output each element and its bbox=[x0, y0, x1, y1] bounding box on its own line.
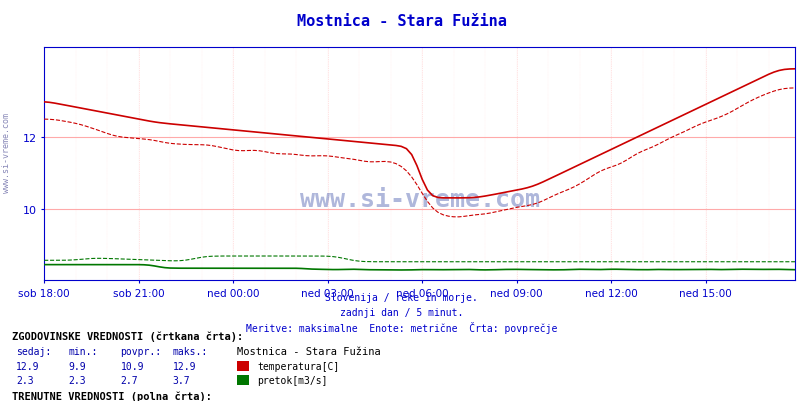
Text: sedaj:: sedaj: bbox=[16, 346, 51, 356]
Text: ZGODOVINSKE VREDNOSTI (črtkana črta):: ZGODOVINSKE VREDNOSTI (črtkana črta): bbox=[12, 330, 243, 341]
Text: 12.9: 12.9 bbox=[16, 361, 39, 371]
Text: Mostnica - Stara Fužina: Mostnica - Stara Fužina bbox=[237, 346, 380, 356]
Text: Mostnica - Stara Fužina: Mostnica - Stara Fužina bbox=[296, 14, 506, 29]
Text: www.si-vreme.com: www.si-vreme.com bbox=[299, 187, 539, 211]
Text: Meritve: maksimalne  Enote: metrične  Črta: povprečje: Meritve: maksimalne Enote: metrične Črta… bbox=[245, 321, 557, 333]
Text: 2.3: 2.3 bbox=[16, 375, 34, 385]
Text: zadnji dan / 5 minut.: zadnji dan / 5 minut. bbox=[339, 307, 463, 317]
Text: povpr.:: povpr.: bbox=[120, 346, 161, 356]
Text: www.si-vreme.com: www.si-vreme.com bbox=[2, 112, 11, 192]
Text: pretok[m3/s]: pretok[m3/s] bbox=[257, 375, 327, 385]
Text: 2.7: 2.7 bbox=[120, 375, 138, 385]
Text: temperatura[C]: temperatura[C] bbox=[257, 361, 338, 371]
Text: 3.7: 3.7 bbox=[172, 375, 190, 385]
Text: maks.:: maks.: bbox=[172, 346, 208, 356]
Text: 9.9: 9.9 bbox=[68, 361, 86, 371]
Text: 10.9: 10.9 bbox=[120, 361, 144, 371]
Text: 12.9: 12.9 bbox=[172, 361, 196, 371]
Text: min.:: min.: bbox=[68, 346, 98, 356]
Text: Slovenija / reke in morje.: Slovenija / reke in morje. bbox=[325, 293, 477, 303]
Text: TRENUTNE VREDNOSTI (polna črta):: TRENUTNE VREDNOSTI (polna črta): bbox=[12, 391, 212, 401]
Text: 2.3: 2.3 bbox=[68, 375, 86, 385]
